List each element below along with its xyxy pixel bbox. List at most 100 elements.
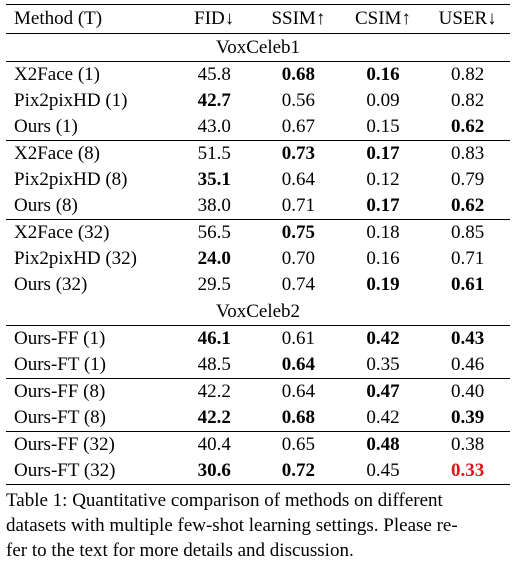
cell-user: 0.71 — [451, 248, 485, 269]
cell-user: 0.38 — [425, 431, 510, 458]
cell-fid: 46.1 — [197, 328, 231, 349]
dataset-header-row: VoxCeleb1 — [6, 33, 510, 62]
table-body: VoxCeleb1 X2Face (1) 45.8 0.68 0.16 0.82 Pix2p… — [6, 33, 510, 485]
cell-csim: 0.16 — [366, 64, 400, 85]
cell-method: X2Face (1) — [14, 64, 100, 85]
cell-user: 0.40 — [425, 378, 510, 405]
cell-user: 0.62 — [451, 116, 485, 137]
cell-csim: 0.18 — [340, 219, 426, 246]
header-method: Method (T) — [6, 4, 173, 34]
cell-csim: 0.45 — [340, 458, 426, 485]
table-caption: Table 1: Quantitative comparison of meth… — [6, 488, 510, 563]
cell-method: Ours-FF (32) — [6, 431, 173, 458]
header-user: USER↓ — [425, 4, 510, 34]
table-row: Ours-FT (1) 48.5 0.64 0.35 0.46 — [6, 352, 510, 379]
cell-fid: 48.5 — [197, 354, 231, 375]
table-row: X2Face (32) 56.5 0.75 0.18 0.85 — [6, 219, 510, 246]
cell-ssim: 0.71 — [281, 195, 316, 216]
cell-method: X2Face (32) — [6, 219, 173, 246]
cell-fid: 38.0 — [197, 195, 231, 216]
results-table: Method (T) FID↓ SSIM↑ CSIM↑ USER↓ VoxCel… — [6, 4, 510, 485]
cell-ssim: 0.74 — [281, 274, 316, 295]
cell-method: Pix2pixHD (32) — [14, 248, 137, 269]
cell-fid: 42.7 — [197, 90, 231, 111]
cell-fid: 40.4 — [172, 431, 257, 458]
header-row: Method (T) FID↓ SSIM↑ CSIM↑ USER↓ — [6, 4, 510, 34]
cell-csim: 0.12 — [366, 169, 400, 190]
cell-csim: 0.42 — [366, 407, 400, 428]
cell-method: Ours (32) — [14, 274, 88, 295]
dataset-header-row: VoxCeleb2 — [6, 298, 510, 326]
cell-ssim: 0.64 — [256, 378, 341, 405]
cell-method: Pix2pixHD (8) — [14, 169, 128, 190]
table-row: Ours (8) 38.0 0.71 0.17 0.62 — [6, 193, 510, 220]
cell-method: X2Face (8) — [6, 140, 173, 167]
cell-fid: 42.2 — [197, 407, 231, 428]
cell-fid: 30.6 — [172, 458, 257, 485]
cell-ssim: 0.56 — [281, 90, 316, 111]
cell-ssim: 0.72 — [256, 458, 341, 485]
table-row: Ours (1) 43.0 0.67 0.15 0.62 — [6, 114, 510, 141]
cell-method: Ours-FF (8) — [6, 378, 173, 405]
cell-user: 0.39 — [451, 407, 485, 428]
cell-fid: 43.0 — [197, 116, 231, 137]
cell-csim: 0.16 — [366, 248, 400, 269]
cell-csim: 0.17 — [340, 140, 426, 167]
cell-user: 0.61 — [451, 274, 485, 295]
cell-user: 0.79 — [451, 169, 485, 190]
table-row: Ours-FF (8) 42.2 0.64 0.47 0.40 — [6, 378, 510, 405]
cell-csim: 0.15 — [366, 116, 400, 137]
cell-csim: 0.48 — [340, 431, 426, 458]
cell-ssim: 0.65 — [256, 431, 341, 458]
cell-ssim: 0.61 — [281, 328, 316, 349]
header-ssim: SSIM↑ — [256, 4, 341, 34]
cell-ssim: 0.64 — [281, 354, 316, 375]
cell-ssim: 0.73 — [256, 140, 341, 167]
cell-user: 0.62 — [451, 195, 485, 216]
cell-csim: 0.17 — [366, 195, 400, 216]
caption-line: datasets with multiple few-shot learning… — [6, 515, 458, 536]
dataset-name: VoxCeleb2 — [6, 298, 510, 326]
cell-user: 0.46 — [451, 354, 485, 375]
cell-user: 0.33 — [425, 458, 510, 485]
cell-user: 0.82 — [451, 90, 485, 111]
cell-fid: 29.5 — [197, 274, 231, 295]
table-row: Pix2pixHD (8) 35.1 0.64 0.12 0.79 — [6, 167, 510, 193]
cell-ssim: 0.75 — [256, 219, 341, 246]
cell-ssim: 0.68 — [281, 64, 316, 85]
table-row: X2Face (8) 51.5 0.73 0.17 0.83 — [6, 140, 510, 167]
caption-line: fer to the text for more details and dis… — [6, 540, 354, 561]
header-csim: CSIM↑ — [340, 4, 426, 34]
cell-fid: 35.1 — [197, 169, 231, 190]
cell-method: Ours-FT (1) — [14, 354, 107, 375]
cell-user: 0.43 — [451, 328, 485, 349]
table-row: Ours-FT (32) 30.6 0.72 0.45 0.33 — [6, 458, 510, 485]
dataset-name: VoxCeleb1 — [6, 33, 510, 62]
table-row: Ours (32) 29.5 0.74 0.19 0.61 — [6, 272, 510, 298]
cell-fid: 45.8 — [197, 64, 231, 85]
cell-user: 0.85 — [425, 219, 510, 246]
cell-fid: 56.5 — [172, 219, 257, 246]
cell-method: Ours-FF (1) — [14, 328, 106, 349]
cell-fid: 42.2 — [172, 378, 257, 405]
table-row: X2Face (1) 45.8 0.68 0.16 0.82 — [6, 62, 510, 89]
cell-method: Ours (8) — [14, 195, 78, 216]
cell-csim: 0.35 — [366, 354, 400, 375]
cell-ssim: 0.70 — [281, 248, 316, 269]
table-row: Ours-FF (1) 46.1 0.61 0.42 0.43 — [6, 326, 510, 353]
table-row: Ours-FT (8) 42.2 0.68 0.42 0.39 — [6, 405, 510, 432]
cell-ssim: 0.68 — [281, 407, 316, 428]
table-row: Ours-FF (32) 40.4 0.65 0.48 0.38 — [6, 431, 510, 458]
cell-fid: 24.0 — [197, 248, 231, 269]
cell-user: 0.83 — [425, 140, 510, 167]
cell-ssim: 0.67 — [281, 116, 316, 137]
cell-fid: 51.5 — [172, 140, 257, 167]
cell-method: Ours-FT (32) — [6, 458, 173, 485]
cell-user: 0.82 — [451, 64, 485, 85]
table-row: Pix2pixHD (1) 42.7 0.56 0.09 0.82 — [6, 88, 510, 114]
header-fid: FID↓ — [172, 4, 257, 34]
cell-csim: 0.47 — [340, 378, 426, 405]
cell-csim: 0.42 — [366, 328, 400, 349]
cell-method: Ours-FT (8) — [14, 407, 107, 428]
cell-ssim: 0.64 — [281, 169, 316, 190]
